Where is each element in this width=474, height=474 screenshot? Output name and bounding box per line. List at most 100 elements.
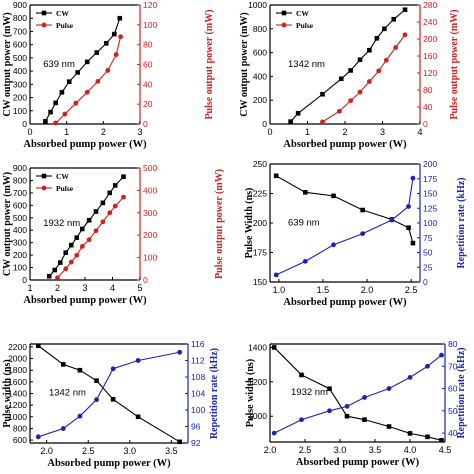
right-y-tick-label: 120 — [143, 0, 157, 10]
left-y-tick-label: 500 — [13, 213, 27, 223]
data-point-circle — [348, 98, 354, 104]
data-point-square — [271, 345, 277, 350]
data-point-circle — [100, 219, 106, 225]
data-point-circle — [94, 397, 99, 403]
data-point-circle — [95, 78, 101, 84]
chart-panel-3: 1 2 3 4 501002003004005006007008009000100200… — [2, 163, 225, 306]
right-y-tick-label: 100 — [143, 253, 157, 263]
right-y-tick-label: 400 — [143, 185, 157, 195]
series-line-2 — [322, 34, 406, 123]
legend-label: Pulse — [296, 21, 314, 30]
data-point-circle — [331, 242, 336, 248]
left-y-tick-label: 700 — [13, 26, 27, 36]
data-point-square — [320, 91, 325, 97]
data-point-circle — [406, 204, 411, 209]
left-y-tick-label: 400 — [13, 66, 27, 76]
right-y-tick-label: 0 — [423, 119, 428, 129]
data-point-circle — [376, 68, 382, 74]
data-point-circle — [121, 194, 126, 200]
data-point-square — [135, 414, 141, 420]
data-point-square — [348, 68, 353, 73]
x-tick-label: 2 — [101, 127, 106, 137]
legend-circle-marker — [41, 22, 47, 28]
right-y-tick-label: 100 — [143, 20, 157, 30]
x-tick-label: 2.5 — [299, 445, 312, 455]
data-point-square — [52, 267, 58, 273]
legend-label: CW — [56, 172, 69, 181]
right-y-tick-label: 0 — [143, 275, 148, 285]
x-axis-title: Absorbed pump power (W) — [283, 297, 407, 308]
right-y-tick-label: 40 — [423, 102, 433, 112]
right-y-tick-label: 150 — [423, 189, 437, 199]
left-y-tick-label: 800 — [253, 24, 267, 34]
data-point-square — [299, 372, 304, 378]
data-point-circle — [60, 426, 66, 431]
right-y-tick-label: 104 — [191, 389, 205, 399]
data-point-square — [86, 217, 92, 223]
left-y-tick-label: 200 — [253, 95, 267, 105]
right-y-tick-label: 280 — [423, 0, 437, 10]
series-line-1 — [275, 175, 414, 244]
x-tick-label: 2 — [55, 283, 60, 293]
legend-label: CW — [296, 9, 309, 18]
wavelength-annotation: 1342 nm — [288, 59, 325, 70]
right-y-tick-label: 0 — [423, 277, 428, 287]
data-point-square — [406, 225, 411, 231]
left-y-tick-label: 200 — [253, 218, 267, 228]
data-point-square — [360, 207, 365, 213]
left-y-tick-label: 1000 — [248, 411, 267, 421]
x-tick-label: 3.0 — [124, 446, 137, 456]
chart-panel-1: 0 1 2 3010020030040050060070080090002040608… — [2, 0, 215, 150]
data-point-circle — [86, 237, 92, 243]
data-point-circle — [62, 111, 68, 117]
data-point-circle — [93, 228, 99, 234]
left-y-axis-title: CW output power (mW) — [2, 12, 13, 116]
x-tick-label: 3.5 — [165, 446, 178, 456]
data-point-square — [36, 343, 41, 349]
right-y-tick-label: 60 — [143, 60, 153, 70]
right-y-tick-label: 240 — [423, 17, 437, 27]
data-point-circle — [73, 100, 79, 106]
data-point-circle — [68, 259, 74, 265]
left-y-axis-title: CW output power (mW) — [2, 172, 13, 276]
left-y-tick-label: 400 — [253, 71, 267, 81]
data-point-square — [273, 173, 279, 179]
right-y-tick-label: 25 — [423, 262, 433, 272]
data-point-circle — [79, 244, 85, 249]
data-point-circle — [320, 119, 325, 125]
left-y-tick-label: 2200 — [8, 342, 27, 352]
data-point-square — [338, 76, 344, 82]
left-y-tick-label: 250 — [253, 159, 267, 169]
legend-square-marker — [41, 10, 47, 16]
data-point-circle — [393, 45, 399, 50]
data-point-circle — [327, 408, 332, 414]
x-tick-label: 4.0 — [404, 445, 417, 455]
data-point-square — [63, 250, 69, 255]
right-y-tick-label: 160 — [423, 51, 437, 61]
x-tick-label: 4 — [417, 127, 422, 137]
x-tick-label: 2 — [342, 127, 347, 137]
left-y-tick-label: 0 — [262, 119, 267, 129]
chart-panel-4: 1.0 1.5 2.0 2.5 150 175 200 225 250 0 25 50 75 100 125… — [244, 159, 467, 308]
data-point-square — [327, 386, 332, 392]
data-point-circle — [402, 32, 408, 38]
right-y-tick-label: 20 — [143, 99, 153, 109]
right-y-tick-label: 120 — [423, 68, 437, 78]
data-point-circle — [389, 217, 395, 223]
left-y-tick-label: 800 — [13, 423, 27, 433]
data-point-circle — [271, 430, 277, 436]
x-tick-label: 1.5 — [317, 285, 330, 295]
data-point-square — [94, 50, 100, 55]
data-point-square — [60, 362, 66, 367]
data-point-circle — [53, 120, 59, 126]
legend-label: Pulse — [56, 21, 74, 30]
data-point-square — [407, 431, 413, 436]
data-point-square — [177, 439, 182, 445]
data-point-square — [107, 190, 113, 196]
series-line-2 — [57, 196, 124, 279]
data-point-circle — [407, 375, 413, 380]
right-y-tick-label: 112 — [191, 356, 205, 366]
x-tick-label: 2.0 — [361, 285, 374, 295]
x-tick-label: 1 — [305, 127, 310, 137]
